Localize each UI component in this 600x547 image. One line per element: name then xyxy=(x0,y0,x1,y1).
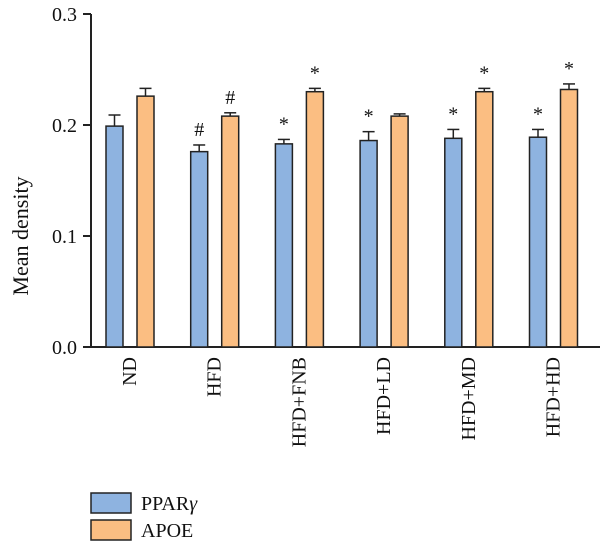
bar-group: ** xyxy=(274,62,325,348)
bar-group: ## xyxy=(189,87,240,348)
category-label: HFD+HD xyxy=(543,357,565,437)
bar-ppar xyxy=(189,150,209,348)
significance-mark: # xyxy=(194,119,204,141)
y-tick-label: 0.1 xyxy=(52,226,77,248)
category-label: HFD xyxy=(204,357,226,397)
y-tick-label: 0.0 xyxy=(52,337,77,359)
legend-swatch-apoe xyxy=(90,519,132,541)
legend-label-apoe: APOE xyxy=(141,520,193,542)
y-ticks: 0.0 0.1 0.2 0.3 xyxy=(52,4,91,359)
category-labels: ND HFD HFD+FNB HFD+LD HFD+MD HFD+HD xyxy=(119,357,565,447)
bar-group: ** xyxy=(444,62,494,348)
bar-apoe xyxy=(475,90,494,348)
category-label: HFD+FNB xyxy=(288,357,310,447)
significance-mark: * xyxy=(533,103,543,125)
bar-group: * xyxy=(359,106,409,348)
category-label: HFD+MD xyxy=(458,357,480,441)
legend: PPARγ APOE xyxy=(90,492,198,542)
significance-mark: * xyxy=(279,113,289,135)
significance-mark: * xyxy=(479,62,489,84)
bar-apoe xyxy=(559,88,579,348)
bar-ppar xyxy=(528,136,548,348)
legend-item-ppar: PPARγ xyxy=(90,492,198,515)
axes: 0.0 0.1 0.2 0.3 xyxy=(52,4,600,359)
bar-group: ** xyxy=(528,58,579,348)
bar-group xyxy=(105,87,155,348)
category-label: ND xyxy=(119,357,141,386)
bar-ppar xyxy=(444,137,463,348)
category-label: HFD+LD xyxy=(373,357,395,435)
y-tick-label: 0.2 xyxy=(52,115,77,137)
bars-group: ##*** **** xyxy=(105,58,579,348)
y-tick-label: 0.3 xyxy=(52,4,77,26)
bar-ppar xyxy=(359,139,378,348)
significance-mark: * xyxy=(564,58,574,80)
bar-apoe xyxy=(305,90,325,348)
significance-mark: * xyxy=(310,62,320,84)
legend-item-apoe: APOE xyxy=(90,519,193,542)
significance-mark: * xyxy=(364,106,374,128)
significance-mark: * xyxy=(448,103,458,125)
bar-ppar xyxy=(105,125,124,348)
legend-label-ppar-suffix: γ xyxy=(189,493,198,515)
bar-apoe xyxy=(136,95,155,348)
bar-ppar xyxy=(274,143,294,348)
bar-apoe xyxy=(220,115,240,348)
legend-label-ppar: PPARγ xyxy=(141,493,198,515)
legend-swatch-ppar xyxy=(90,492,132,514)
significance-mark: # xyxy=(225,87,235,109)
legend-label-ppar-base: PPAR xyxy=(141,493,190,515)
bar-apoe xyxy=(390,115,409,348)
y-axis-title: Mean density xyxy=(8,176,33,295)
